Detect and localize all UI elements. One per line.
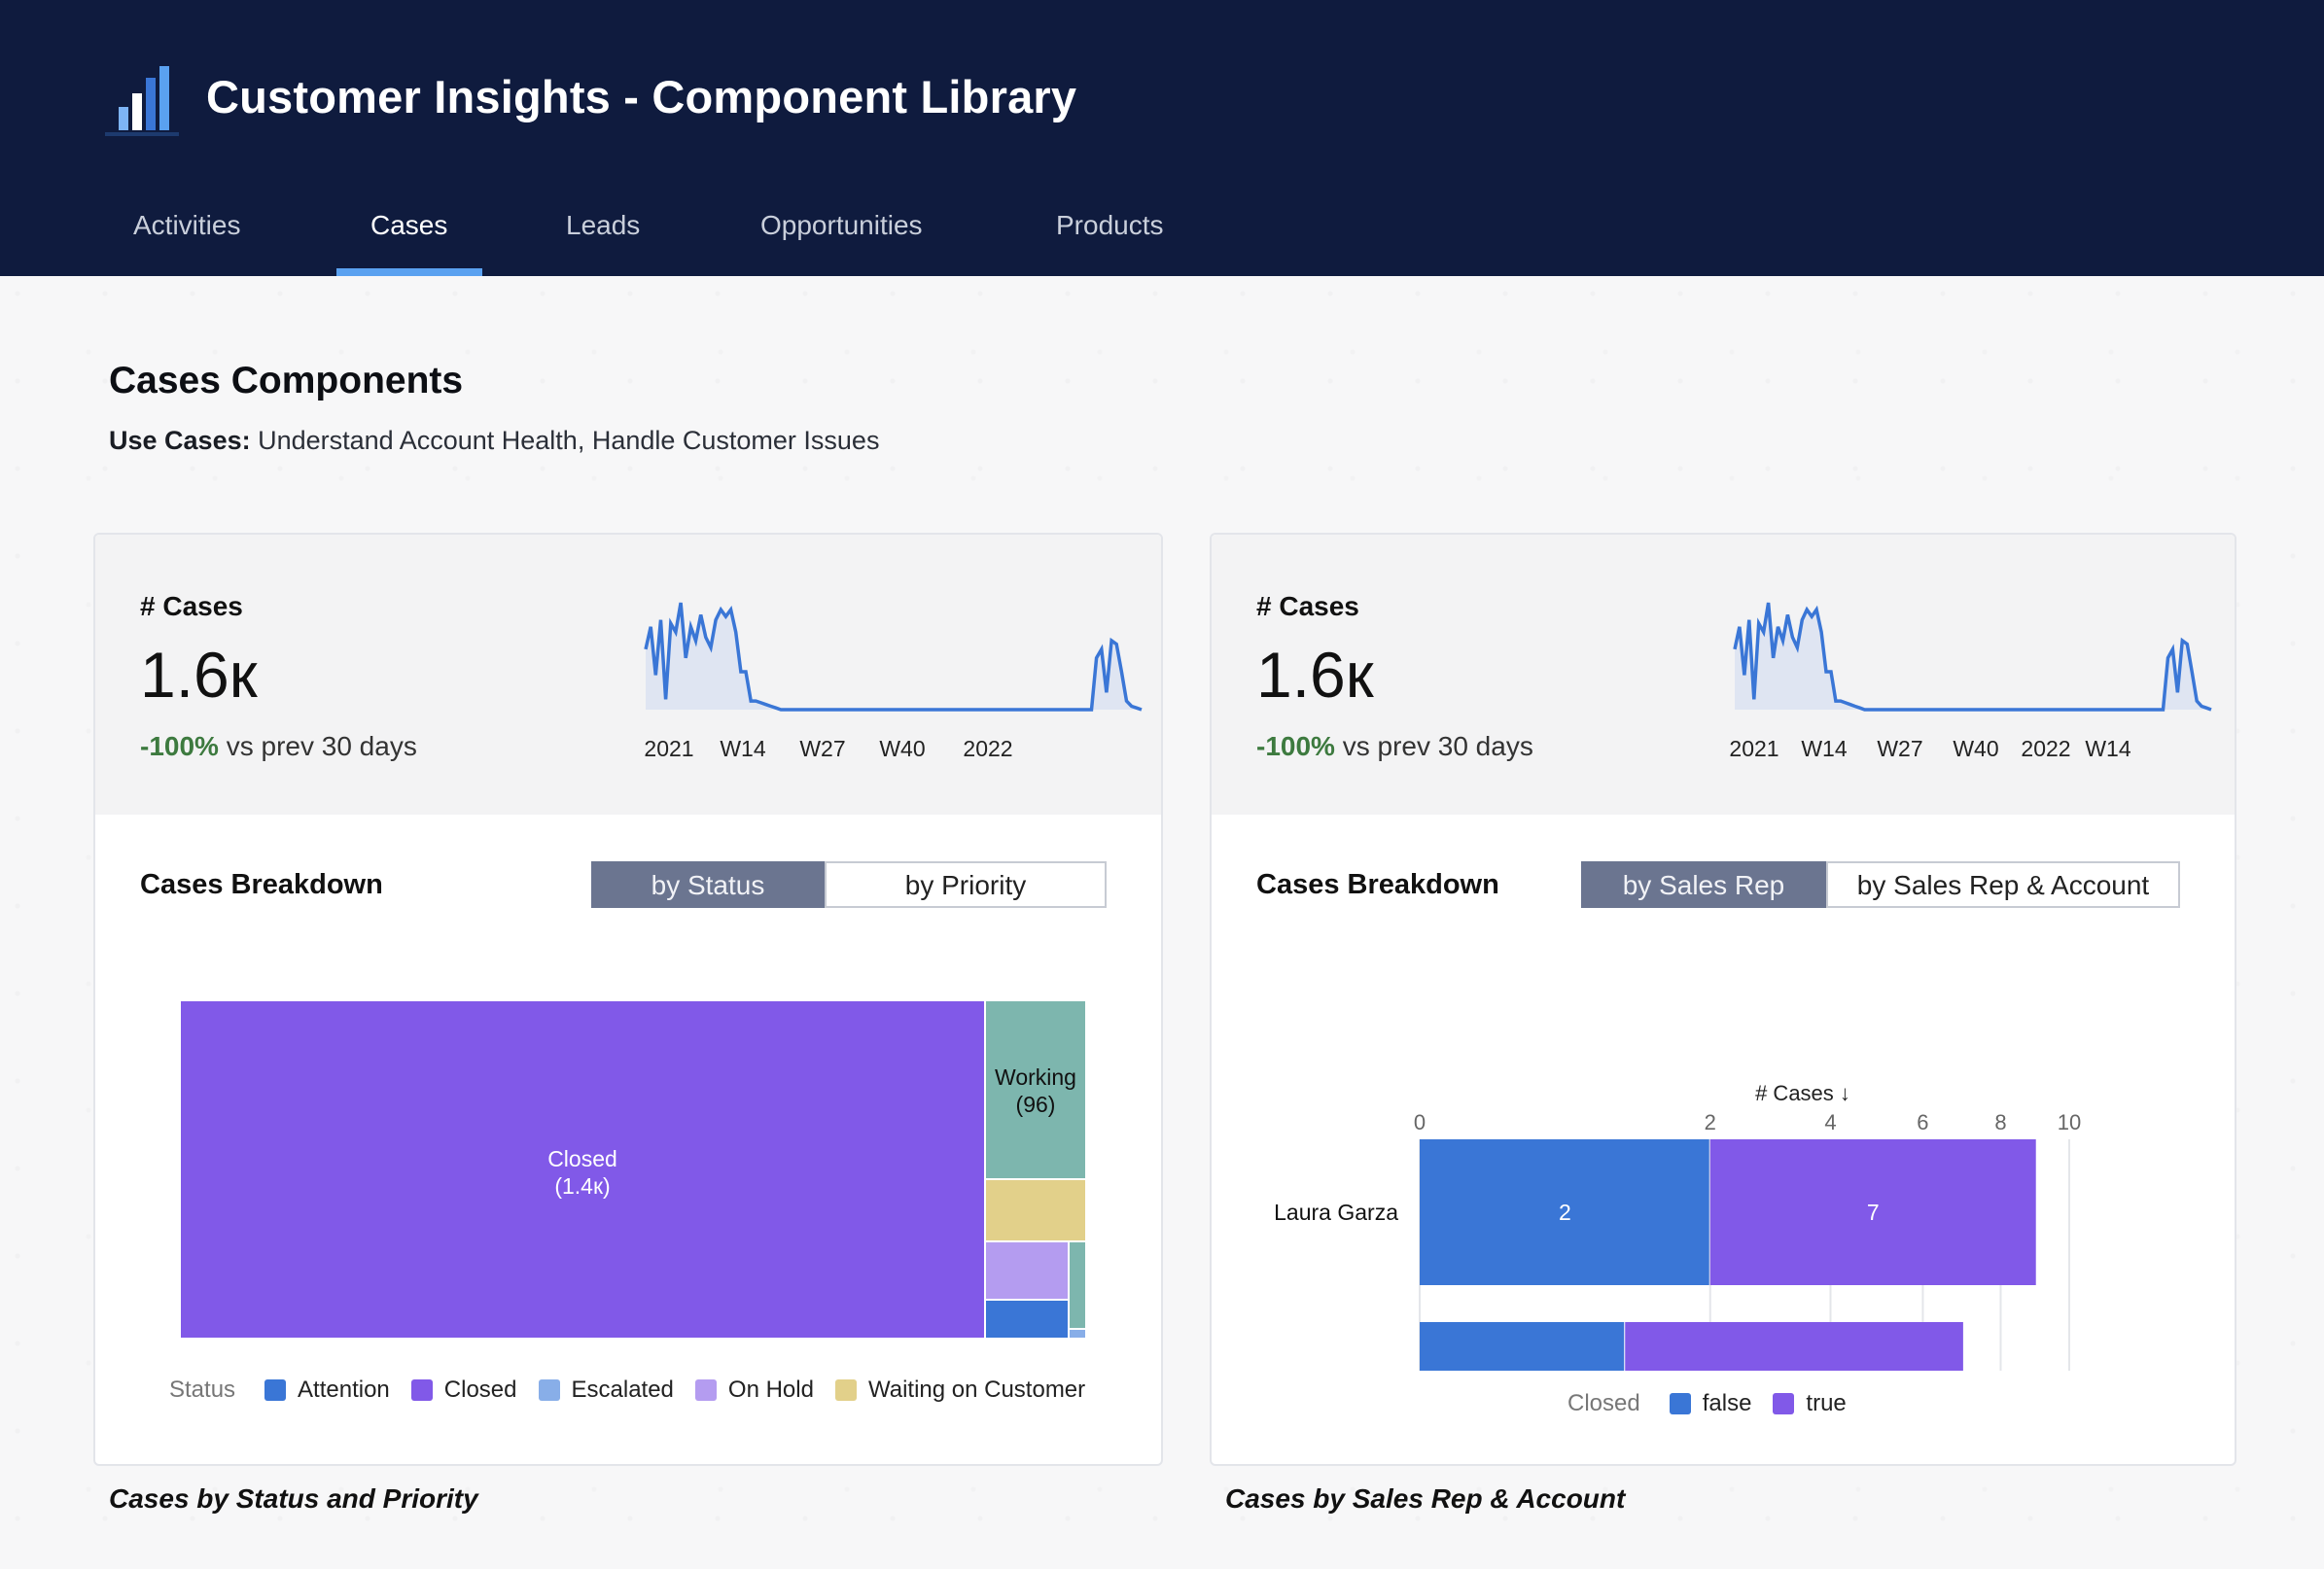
tab-cases[interactable]: Cases <box>370 210 448 240</box>
kpi-panel: # Cases 1.6к -100% vs prev 30 days 2021 W… <box>1212 535 2235 815</box>
status-legend: Status Attention Closed Escalated On Hol… <box>169 1377 1107 1404</box>
treemap-closed-label: Closed <box>547 1146 617 1171</box>
x-tick-label: 4 <box>1824 1110 1836 1134</box>
closed-legend: Closed false true <box>1567 1390 1868 1417</box>
treemap-on-hold <box>986 1242 1068 1299</box>
breakdown-title: Cases Breakdown <box>1256 869 1499 900</box>
cases-sparkline: 2021 W14 W27 W40 2022 W14 <box>1729 602 2212 761</box>
bar-segment-true <box>1625 1322 1963 1371</box>
sparkline-tick-label: W14 <box>720 736 766 761</box>
legend-title: Closed <box>1567 1390 1640 1416</box>
legend-item-closed: Closed <box>410 1377 517 1404</box>
legend-title: Status <box>169 1377 236 1403</box>
sparkline-tick-label: W14 <box>1801 736 1848 761</box>
card-caption: Cases by Sales Rep & Account <box>1225 1483 1626 1514</box>
kpi-delta-value: -100% <box>140 731 219 761</box>
sparkline-tick-label: W14 <box>2085 736 2131 761</box>
x-tick-label: 0 <box>1414 1110 1426 1134</box>
category-label: Laura Garza <box>1274 1200 1398 1225</box>
treemap-working-value: (96) <box>1016 1092 1056 1117</box>
sparkline-tick-label: W40 <box>879 736 925 761</box>
bar-segment-false <box>1420 1322 1625 1371</box>
legend-item-true: true <box>1773 1390 1847 1417</box>
status-treemap: Closed(1.4к) Working(96) <box>181 1001 1085 1338</box>
bar-segment-false <box>1420 1139 1709 1285</box>
legend-item-attention: Attention <box>264 1377 390 1404</box>
active-tab-indicator <box>336 268 482 276</box>
toggle-by-sales-rep-button[interactable]: by Sales Rep <box>1581 861 1826 908</box>
sparkline-tick-label: W27 <box>1877 736 1922 761</box>
legend-item-waiting: Waiting on Customer <box>834 1377 1085 1404</box>
x-axis-label: # Cases ↓ <box>1755 1081 1850 1105</box>
bar-segment-true <box>1709 1139 2036 1285</box>
kpi-label: # Cases <box>140 591 243 621</box>
use-cases-label: Use Cases: <box>109 426 251 455</box>
x-tick-label: 10 <box>2058 1110 2081 1134</box>
kpi-delta-suffix: vs prev 30 days <box>1342 731 1533 761</box>
kpi-delta-suffix: vs prev 30 days <box>226 731 417 761</box>
sparkline-tick-label: W40 <box>1953 736 1998 761</box>
kpi-delta: -100% vs prev 30 days <box>140 731 417 762</box>
sparkline-tick-label: 2021 <box>1729 736 1778 761</box>
breakdown-title: Cases Breakdown <box>140 869 383 900</box>
kpi-label: # Cases <box>1256 591 1359 621</box>
kpi-delta-value: -100% <box>1256 731 1335 761</box>
bar-value-label: 2 <box>1559 1200 1571 1225</box>
treemap-attention <box>986 1301 1068 1338</box>
sparkline-line <box>1733 602 2212 712</box>
kpi-panel: # Cases 1.6к -100% vs prev 30 days 2021 W… <box>95 535 1161 815</box>
bar-value-label: 7 <box>1867 1200 1880 1225</box>
sparkline-tick-label: W27 <box>799 736 845 761</box>
use-cases-text: Understand Account Health, Handle Custom… <box>258 426 880 455</box>
section-subtitle: Use Cases: Understand Account Health, Ha… <box>109 426 879 456</box>
legend-item-on-hold: On Hold <box>694 1377 814 1404</box>
kpi-value: 1.6к <box>140 639 258 711</box>
cases-salesrep-card: # Cases 1.6к -100% vs prev 30 days 2021 W… <box>1210 533 2236 1466</box>
kpi-value: 1.6к <box>1256 639 1374 711</box>
sparkline-tick-label: 2022 <box>963 736 1012 761</box>
sparkline-area <box>1735 603 2211 710</box>
x-tick-label: 2 <box>1705 1110 1716 1134</box>
treemap-other <box>1070 1242 1085 1328</box>
treemap-working <box>986 1001 1085 1178</box>
breakdown-toggle: by Sales Rep by Sales Rep & Account <box>1581 861 2180 908</box>
tab-activities[interactable]: Activities <box>133 210 241 240</box>
sparkline-tick-label: 2021 <box>644 736 693 761</box>
bar-chart-logo-icon <box>105 66 179 136</box>
breakdown-toggle: by Status by Priority <box>591 861 1107 908</box>
toggle-by-status-button[interactable]: by Status <box>591 861 825 908</box>
card-caption: Cases by Status and Priority <box>109 1483 478 1514</box>
nav-tabs: Activities Cases Leads Opportunities Pro… <box>0 191 2324 276</box>
tab-opportunities[interactable]: Opportunities <box>760 210 923 240</box>
cases-status-card: # Cases 1.6к -100% vs prev 30 days 2021 W… <box>93 533 1163 1466</box>
toggle-by-priority-button[interactable]: by Priority <box>825 861 1107 908</box>
treemap-waiting <box>986 1180 1085 1240</box>
app-title: Customer Insights - Component Library <box>206 71 1077 122</box>
treemap-working-label: Working <box>995 1064 1076 1090</box>
treemap-closed-value: (1.4к) <box>554 1173 610 1199</box>
treemap-escalated <box>1070 1330 1085 1338</box>
x-tick-label: 6 <box>1917 1110 1928 1134</box>
legend-item-false: false <box>1669 1390 1751 1417</box>
treemap-closed <box>181 1001 984 1338</box>
legend-item-escalated: Escalated <box>538 1377 674 1404</box>
section-title: Cases Components <box>109 360 464 401</box>
tab-leads[interactable]: Leads <box>566 210 641 240</box>
cases-sparkline: 2021 W14 W27 W40 2022 <box>644 602 1143 761</box>
toggle-by-sales-rep-account-button[interactable]: by Sales Rep & Account <box>1826 861 2180 908</box>
sparkline-tick-label: 2022 <box>2021 736 2070 761</box>
app-header: Customer Insights - Component Library Ac… <box>0 0 2324 276</box>
tab-products[interactable]: Products <box>1056 210 1164 240</box>
x-tick-label: 8 <box>1994 1110 2006 1134</box>
sparkline-area <box>646 603 1142 710</box>
sparkline-line <box>644 602 1143 712</box>
kpi-delta: -100% vs prev 30 days <box>1256 731 1533 762</box>
